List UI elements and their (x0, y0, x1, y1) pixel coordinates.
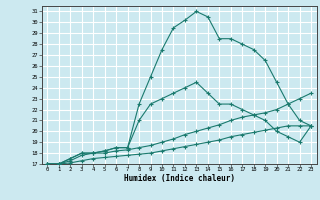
X-axis label: Humidex (Indice chaleur): Humidex (Indice chaleur) (124, 174, 235, 183)
